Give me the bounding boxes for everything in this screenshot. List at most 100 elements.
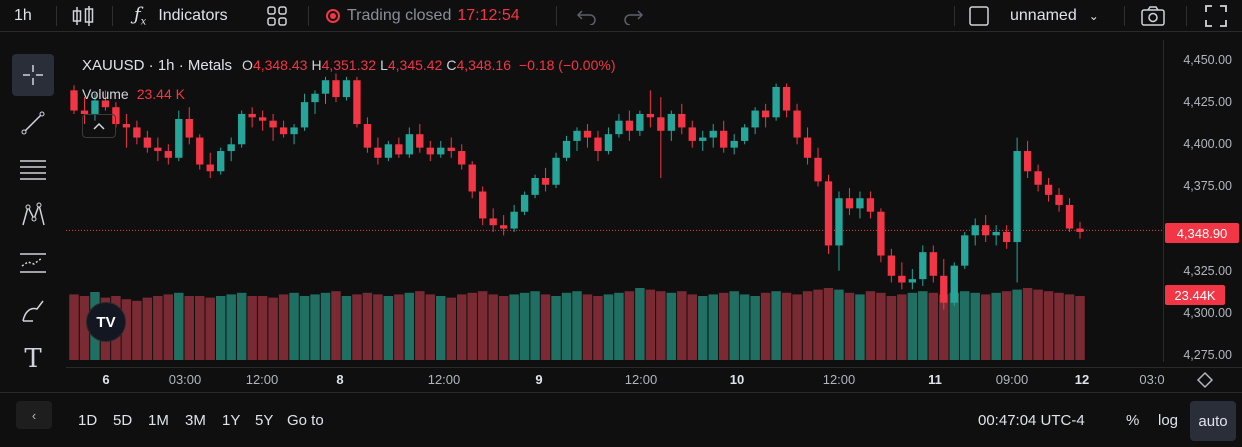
crosshair-icon[interactable] [12, 54, 54, 96]
price-axis[interactable]: 4,450.00 4,425.00 4,400.00 4,375.00 4,325.00… [1164, 40, 1242, 367]
candle [353, 76, 361, 128]
time-axis[interactable]: 6 03:00 12:00 8 12:00 9 12:00 10 12:00 11 09:00 12 0… [66, 367, 1242, 391]
high-label: H [311, 57, 322, 73]
candle [479, 186, 487, 226]
indicators-button[interactable]: ƒx Indicators [134, 0, 228, 32]
interval-label: 1h [14, 7, 32, 24]
fullscreen-icon[interactable] [1204, 0, 1228, 32]
range-1m[interactable]: 1M [148, 412, 169, 429]
candle [416, 124, 424, 153]
candle [573, 127, 581, 152]
market-status-label: Trading closed [347, 7, 452, 24]
volume-bar [1075, 296, 1085, 360]
candle [447, 137, 455, 158]
interval-selector[interactable]: 1h [14, 0, 32, 32]
horizontal-lines-icon[interactable] [12, 148, 54, 190]
range-5y[interactable]: 5Y [255, 412, 274, 429]
collapse-sidebar-button[interactable]: ‹ [16, 401, 52, 429]
candle [583, 124, 592, 148]
volume-bar [236, 292, 247, 360]
candle [237, 110, 246, 148]
candle [437, 140, 445, 158]
time-tick: 11 [928, 372, 942, 387]
divider [954, 6, 955, 26]
time-tick: 10 [729, 372, 745, 387]
candle [919, 245, 927, 286]
time-tick: 12:00 [624, 372, 658, 387]
collapse-legend-button[interactable] [82, 114, 116, 138]
forecast-icon[interactable] [12, 242, 54, 284]
candle [803, 127, 812, 165]
candle [971, 218, 979, 246]
percent-toggle[interactable]: % [1126, 412, 1140, 429]
text-tool-icon[interactable]: T [24, 344, 42, 374]
candle [227, 137, 235, 162]
layout-checkbox-icon[interactable] [968, 0, 990, 32]
change-value: −0.18 (−0.00%) [518, 57, 616, 73]
pattern-icon[interactable] [12, 194, 54, 236]
volume-bar [289, 292, 299, 360]
candle [269, 113, 277, 141]
candle [940, 258, 948, 310]
goto-button[interactable]: Go to [287, 412, 324, 429]
open-value: 4,348.43 [252, 57, 308, 73]
layout-name-button[interactable]: unnamed ⌄ [1010, 0, 1099, 32]
volume-bar [582, 294, 593, 360]
brush-icon[interactable] [12, 290, 54, 332]
tradingview-logo[interactable]: TV [86, 302, 126, 342]
open-label: O [242, 57, 253, 73]
volume-bar [195, 296, 205, 360]
candle [751, 107, 759, 135]
price-tick: 4,400.00 [1183, 137, 1232, 152]
market-time: 17:12:54 [457, 7, 520, 24]
layouts-grid-icon[interactable] [266, 0, 288, 32]
candle [678, 103, 686, 135]
range-3m[interactable]: 3M [185, 412, 206, 429]
chart-type-candles-icon[interactable] [70, 0, 96, 32]
volume-bar [603, 294, 614, 360]
candle [824, 174, 833, 254]
divider [556, 6, 557, 26]
layout-name: unnamed [1010, 7, 1077, 24]
market-status[interactable]: Trading closed 17:12:54 [326, 0, 520, 32]
chevron-up-icon [93, 122, 105, 130]
volume-bar [509, 294, 519, 360]
volume-bar [865, 291, 876, 360]
symbol-legend[interactable]: XAUUSD · 1h · Metals O 4,348.43 H 4,351.32… [82, 56, 616, 74]
candle [1023, 140, 1032, 178]
clock-timezone[interactable]: 00:47:04 UTC-4 [978, 412, 1085, 429]
volume-value: 23.44 K [136, 86, 185, 102]
volume-bar [855, 294, 865, 360]
time-tick: 09:00 [995, 372, 1029, 387]
camera-icon[interactable] [1140, 0, 1166, 32]
candlestick-chart[interactable] [66, 40, 1164, 362]
chart-area[interactable]: 4,450.00 4,425.00 4,400.00 4,375.00 4,325.00… [66, 40, 1242, 367]
undo-icon[interactable] [576, 0, 598, 32]
volume-bar [331, 291, 341, 360]
volume-bar [362, 292, 373, 360]
log-toggle[interactable]: log [1158, 412, 1179, 429]
volume-bar [436, 296, 446, 360]
volume-bar [425, 294, 436, 360]
range-1d[interactable]: 1D [78, 412, 98, 429]
range-5d[interactable]: 5D [113, 412, 133, 429]
candle [91, 93, 99, 121]
volume-bar [310, 294, 320, 360]
candle [667, 110, 675, 141]
redo-icon[interactable] [622, 0, 644, 32]
volume-bar [519, 292, 530, 360]
candle [206, 152, 214, 178]
trend-line-icon[interactable] [12, 102, 54, 144]
range-1y[interactable]: 1Y [222, 412, 241, 429]
candle [1034, 164, 1042, 192]
volume-bar [373, 294, 383, 360]
candle [982, 215, 990, 243]
volume-legend[interactable]: Volume 23.44 K [82, 86, 185, 102]
close-value: 4,348.16 [456, 57, 511, 73]
plot-pane[interactable] [66, 40, 1164, 362]
symbol-title[interactable]: XAUUSD · 1h · Metals [82, 56, 233, 74]
auto-scale-toggle[interactable]: auto [1190, 401, 1236, 441]
reset-scale-icon[interactable] [1195, 370, 1215, 390]
candle [217, 147, 225, 175]
time-tick: 6 [102, 372, 110, 387]
